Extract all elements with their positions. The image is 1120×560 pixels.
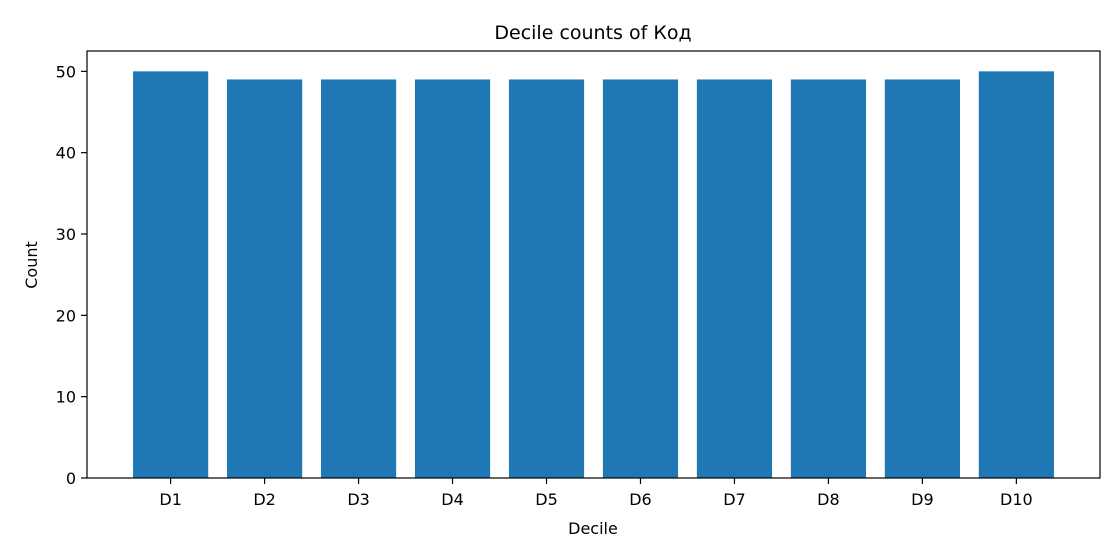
x-tick-label-d6: D6 [629, 490, 652, 509]
y-tick-label: 10 [56, 388, 76, 407]
plot-frame [86, 50, 1101, 479]
y-tick-label: 40 [56, 144, 76, 163]
bar-d5 [508, 79, 585, 478]
x-axis-label: Decile [568, 519, 618, 538]
y-tick-label: 30 [56, 225, 76, 244]
y-axis-ticks: 0 10 20 30 40 50 [56, 62, 87, 488]
bar-d4 [414, 79, 491, 478]
bar-d7 [696, 79, 773, 478]
y-tick-label: 50 [56, 62, 76, 81]
x-tick-label-d1: D1 [159, 490, 182, 509]
bar-d2 [227, 79, 303, 478]
x-tick-label-d10: D10 [1000, 490, 1033, 509]
x-tick-label-d5: D5 [535, 490, 558, 509]
x-tick-label-d7: D7 [723, 490, 746, 509]
bars-group [133, 71, 1054, 478]
x-tick-label-d4: D4 [441, 490, 464, 509]
bar-d6 [602, 79, 679, 478]
x-tick-label-d8: D8 [817, 490, 840, 509]
x-tick-label-d9: D9 [911, 490, 934, 509]
bar-d8 [790, 79, 867, 478]
y-axis-label: Count [22, 241, 41, 289]
x-tick-label-d2: D2 [253, 490, 276, 509]
y-tick-label: 20 [56, 306, 76, 325]
chart-title: Decile counts of Код [494, 22, 691, 44]
y-tick-label: 0 [66, 469, 76, 488]
bar-d3 [320, 79, 397, 478]
x-axis-ticks: D1 D2 D3 D4 D5 D6 D7 D8 D9 D10 [159, 478, 1033, 509]
bar-d1 [133, 71, 209, 478]
x-tick-label-d3: D3 [347, 490, 370, 509]
bar-d10 [978, 71, 1054, 478]
bar-d9 [884, 79, 960, 478]
